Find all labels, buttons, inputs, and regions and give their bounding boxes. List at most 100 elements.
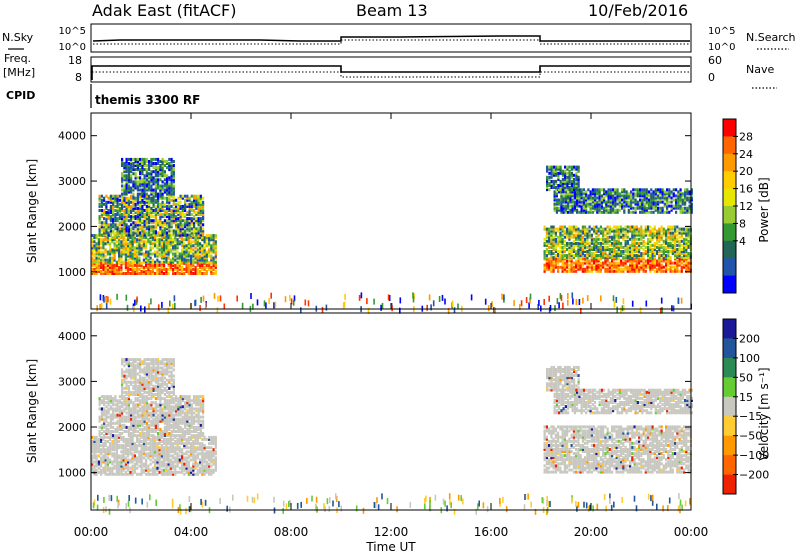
colorbar-segment	[723, 258, 736, 277]
velocity-cell	[104, 435, 107, 439]
power-cell	[103, 211, 106, 214]
power-cell	[161, 160, 164, 163]
power-cell	[139, 204, 142, 208]
power-cell	[566, 259, 569, 263]
power-cell	[130, 170, 133, 174]
velocity-cell	[127, 472, 130, 476]
power-cell	[178, 258, 181, 262]
velocity-cell	[169, 470, 172, 474]
power-cell	[170, 229, 173, 233]
power-cell	[595, 241, 598, 245]
power-cell	[161, 202, 164, 206]
power-cell	[197, 221, 200, 225]
power-cell	[113, 252, 116, 256]
power-cell	[683, 250, 686, 253]
power-cell	[586, 265, 589, 269]
power-cell	[159, 217, 162, 221]
power-cell	[622, 235, 625, 239]
power-cell	[159, 229, 162, 233]
power-cell	[95, 248, 98, 252]
power-cell	[203, 240, 206, 244]
velocity-cell	[113, 435, 116, 439]
power-cell	[97, 238, 100, 242]
colorbar-tick-label: 4	[739, 235, 746, 248]
power-cell	[562, 190, 565, 194]
power-cell	[195, 198, 198, 202]
velocity-cell	[136, 472, 139, 476]
power-cell	[683, 231, 686, 235]
power-cell	[130, 176, 133, 180]
power-cell	[188, 202, 191, 206]
power-cell	[683, 252, 686, 256]
power-cell	[127, 225, 130, 229]
power-cell	[157, 211, 160, 214]
power-cell	[166, 190, 169, 194]
power-cell	[566, 184, 569, 187]
velocity-cell	[212, 437, 215, 441]
power-cell	[572, 235, 575, 239]
velocity-cell	[205, 437, 208, 441]
power-cell	[622, 250, 625, 253]
power-cell	[121, 221, 124, 225]
power-cell	[139, 211, 142, 214]
power-cell	[639, 204, 642, 208]
power-cell	[136, 176, 139, 180]
power-cell	[166, 188, 169, 192]
power-cell	[604, 229, 607, 233]
power-cell	[109, 209, 112, 212]
power-cell	[132, 200, 135, 204]
power-cell	[663, 196, 666, 200]
power-cell	[208, 244, 211, 248]
power-cell	[143, 190, 146, 194]
power-cell	[579, 243, 582, 247]
velocity-cell	[165, 440, 168, 443]
power-cell	[178, 260, 181, 264]
power-cell	[659, 200, 662, 204]
power-cell	[172, 270, 175, 273]
power-cell	[127, 233, 130, 237]
freq-label: Freq.	[4, 52, 31, 65]
power-cell	[672, 188, 675, 192]
velocity-cell	[145, 442, 148, 446]
velocity-cell	[163, 458, 166, 462]
power-cell	[152, 157, 155, 161]
velocity-cell	[205, 446, 208, 450]
velocity-cell	[145, 452, 148, 456]
power-cell	[615, 225, 618, 229]
power-cell	[665, 239, 668, 243]
power-cell	[208, 240, 211, 244]
power-cell	[559, 256, 562, 260]
power-cell	[642, 248, 645, 251]
power-cell	[683, 256, 686, 260]
power-cell	[631, 269, 634, 273]
power-cell	[181, 204, 184, 208]
velocity-cell	[158, 456, 161, 460]
power-cell	[570, 175, 573, 179]
power-cell	[600, 194, 603, 198]
power-cbar-label: Power [dB]	[757, 177, 771, 242]
power-cell	[123, 233, 126, 237]
power-cell	[129, 267, 132, 271]
power-cell	[687, 229, 690, 233]
power-cell	[649, 263, 652, 267]
power-cell	[611, 263, 614, 267]
power-cell	[573, 177, 576, 181]
power-cell	[112, 204, 115, 208]
velocity-cell	[208, 456, 211, 460]
power-ground-echo	[99, 294, 102, 301]
power-cell	[577, 237, 580, 241]
power-cell	[161, 196, 164, 200]
power-cell	[568, 227, 571, 231]
power-cell	[186, 202, 189, 206]
velocity-cell	[196, 442, 199, 446]
power-cell	[608, 225, 611, 229]
power-cell	[161, 200, 164, 204]
power-cell	[148, 215, 151, 219]
power-cell	[552, 261, 555, 265]
power-cell	[161, 231, 164, 235]
power-cell	[168, 223, 171, 227]
power-cell	[585, 204, 588, 208]
power-cell	[611, 241, 614, 245]
power-cell	[166, 166, 169, 170]
power-cell	[599, 267, 602, 271]
